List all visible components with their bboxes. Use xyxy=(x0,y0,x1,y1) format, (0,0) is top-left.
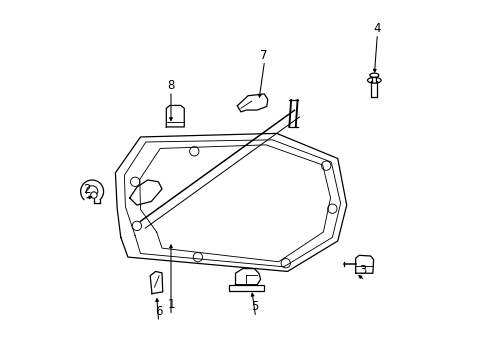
Text: 8: 8 xyxy=(167,80,174,93)
Text: 1: 1 xyxy=(167,298,174,311)
Bar xyxy=(228,285,263,291)
Text: 4: 4 xyxy=(373,22,380,35)
Text: 5: 5 xyxy=(251,300,259,313)
Text: 7: 7 xyxy=(260,49,267,62)
Text: 3: 3 xyxy=(358,264,366,277)
Text: 6: 6 xyxy=(154,305,162,318)
Text: 2: 2 xyxy=(83,184,90,197)
